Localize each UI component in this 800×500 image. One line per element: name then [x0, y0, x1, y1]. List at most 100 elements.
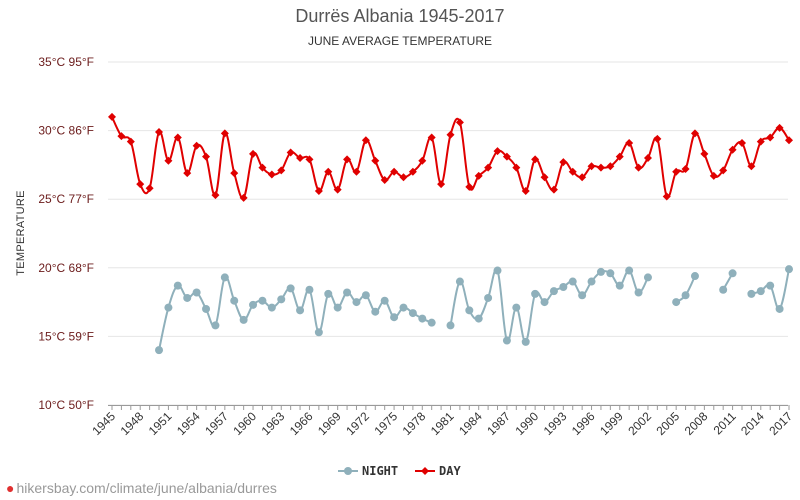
night-point[interactable] [155, 346, 164, 355]
night-point[interactable] [408, 309, 417, 318]
night-point[interactable] [785, 265, 793, 274]
day-point[interactable] [202, 152, 211, 161]
day-point[interactable] [606, 162, 615, 171]
day-point[interactable] [437, 180, 446, 189]
day-point[interactable] [230, 169, 239, 178]
day-point[interactable] [493, 147, 502, 156]
day-point[interactable] [361, 136, 370, 145]
day-point[interactable] [192, 141, 201, 150]
day-point[interactable] [596, 163, 605, 172]
day-point[interactable] [408, 167, 417, 176]
night-point[interactable] [634, 288, 643, 297]
night-point[interactable] [587, 277, 596, 286]
night-point[interactable] [625, 266, 634, 275]
night-point[interactable] [267, 303, 276, 312]
night-point[interactable] [277, 295, 286, 304]
night-point[interactable] [606, 269, 615, 278]
day-point[interactable] [747, 162, 756, 171]
day-point[interactable] [587, 162, 596, 171]
day-point[interactable] [474, 171, 483, 180]
day-point[interactable] [352, 167, 361, 176]
day-point[interactable] [183, 169, 192, 178]
night-point[interactable] [380, 296, 389, 305]
day-point[interactable] [700, 149, 709, 158]
night-point[interactable] [596, 267, 605, 276]
night-point[interactable] [258, 296, 267, 305]
night-point[interactable] [672, 298, 681, 307]
night-point[interactable] [465, 306, 474, 315]
day-point[interactable] [672, 167, 681, 176]
night-point[interactable] [296, 306, 305, 315]
day-point[interactable] [126, 137, 135, 146]
legend-night-label[interactable]: NIGHT [362, 464, 398, 478]
day-point[interactable] [540, 173, 549, 182]
night-point[interactable] [690, 272, 699, 281]
night-point[interactable] [427, 318, 436, 327]
night-point[interactable] [455, 277, 464, 286]
day-point[interactable] [220, 129, 229, 138]
day-point[interactable] [239, 193, 248, 202]
night-point[interactable] [766, 281, 775, 290]
night-point[interactable] [484, 293, 493, 302]
day-point[interactable] [728, 145, 737, 154]
day-point[interactable] [521, 186, 530, 195]
night-point[interactable] [521, 337, 530, 346]
night-point[interactable] [615, 281, 624, 290]
day-point[interactable] [249, 149, 258, 158]
night-point[interactable] [531, 289, 540, 298]
night-point[interactable] [333, 303, 342, 312]
attribution-link[interactable]: ● hikersbay.com/climate/june/albania/durr… [6, 480, 277, 496]
day-point[interactable] [173, 133, 182, 142]
night-point[interactable] [305, 285, 314, 294]
day-point[interactable] [155, 127, 164, 136]
night-point[interactable] [493, 266, 502, 275]
night-point[interactable] [756, 287, 765, 296]
day-point[interactable] [108, 112, 116, 121]
day-point[interactable] [662, 192, 671, 201]
day-point[interactable] [427, 133, 436, 142]
day-point[interactable] [371, 156, 380, 165]
day-point[interactable] [136, 180, 145, 189]
day-point[interactable] [625, 138, 634, 147]
day-point[interactable] [267, 170, 276, 179]
day-point[interactable] [578, 173, 587, 182]
day-point[interactable] [484, 163, 493, 172]
night-point[interactable] [324, 289, 333, 298]
night-point[interactable] [643, 273, 652, 282]
night-point[interactable] [220, 273, 229, 282]
night-point[interactable] [390, 313, 399, 322]
night-point[interactable] [540, 298, 549, 307]
night-point[interactable] [314, 328, 323, 337]
day-point[interactable] [324, 167, 333, 176]
day-point[interactable] [681, 165, 690, 174]
night-point[interactable] [474, 314, 483, 323]
day-point[interactable] [709, 171, 718, 180]
day-point[interactable] [418, 156, 427, 165]
night-point[interactable] [371, 307, 380, 316]
day-point[interactable] [296, 154, 305, 163]
night-point[interactable] [418, 314, 427, 323]
day-point[interactable] [380, 175, 389, 184]
day-point[interactable] [531, 155, 540, 164]
night-point[interactable] [230, 296, 239, 305]
day-point[interactable] [756, 137, 765, 146]
night-point[interactable] [343, 288, 352, 297]
night-point[interactable] [399, 303, 408, 312]
night-point[interactable] [164, 303, 173, 312]
day-point[interactable] [145, 184, 154, 193]
night-point[interactable] [512, 303, 521, 312]
night-point[interactable] [747, 289, 756, 298]
day-point[interactable] [277, 166, 286, 175]
day-point[interactable] [286, 148, 295, 157]
night-point[interactable] [559, 283, 568, 292]
day-point[interactable] [164, 156, 173, 165]
night-point[interactable] [568, 277, 577, 286]
day-point[interactable] [465, 182, 474, 191]
day-point[interactable] [719, 166, 728, 175]
night-point[interactable] [192, 288, 201, 297]
night-point[interactable] [446, 321, 455, 330]
day-point[interactable] [502, 152, 511, 161]
day-point[interactable] [549, 185, 558, 194]
day-point[interactable] [305, 155, 314, 164]
day-point[interactable] [343, 155, 352, 164]
